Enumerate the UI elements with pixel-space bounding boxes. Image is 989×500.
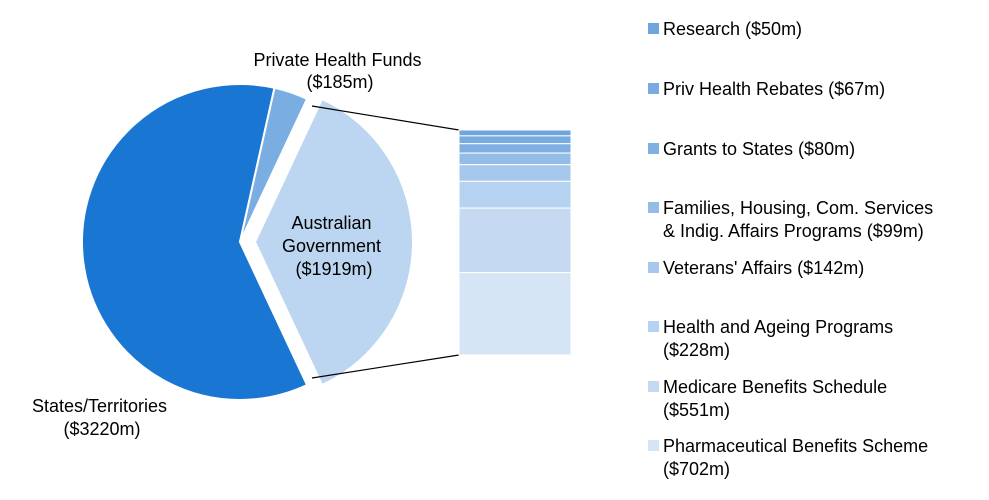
breakdown-segment-3 bbox=[458, 152, 572, 166]
legend-item: Grants to States ($80m) bbox=[648, 138, 855, 161]
slice-australian-government bbox=[253, 97, 414, 387]
legend-item: Families, Housing, Com. Services & Indig… bbox=[648, 197, 933, 243]
breakdown-segment-0 bbox=[458, 129, 572, 137]
legend-label: Priv Health Rebates ($67m) bbox=[663, 79, 886, 99]
legend-swatch bbox=[648, 321, 659, 332]
legend-item: Priv Health Rebates ($67m) bbox=[648, 78, 885, 101]
breakdown-segment-6 bbox=[458, 207, 572, 274]
legend-label: Medicare Benefits Schedule ($551m) bbox=[663, 377, 888, 420]
connector-lines bbox=[311, 105, 460, 379]
legend-label: Pharmaceutical Benefits Scheme ($702m) bbox=[663, 436, 929, 479]
breakdown-segment-7 bbox=[458, 272, 572, 356]
breakdown-stacked-bar bbox=[458, 129, 572, 356]
legend-swatch bbox=[648, 23, 659, 34]
legend-swatch bbox=[648, 262, 659, 273]
legend-label: Health and Ageing Programs ($228m) bbox=[663, 317, 894, 360]
legend: Research ($50m) Priv Health Rebates ($67m… bbox=[648, 0, 988, 500]
slice-states-territories bbox=[81, 83, 309, 401]
breakdown-segment-4 bbox=[458, 164, 572, 182]
legend-swatch bbox=[648, 83, 659, 94]
legend-swatch bbox=[648, 440, 659, 451]
legend-item: Pharmaceutical Benefits Scheme ($702m) bbox=[648, 435, 928, 481]
legend-swatch bbox=[648, 143, 659, 154]
pie bbox=[81, 83, 414, 401]
legend-item: Medicare Benefits Schedule ($551m) bbox=[648, 376, 887, 422]
label-states-territories: States/Territories ($3220m) bbox=[32, 396, 172, 439]
label-private-health-funds: Private Health Funds ($185m) bbox=[253, 50, 426, 92]
legend-item: Research ($50m) bbox=[648, 18, 802, 41]
legend-label: Research ($50m) bbox=[663, 19, 803, 39]
connector-bottom bbox=[311, 354, 460, 379]
legend-swatch bbox=[648, 202, 659, 213]
breakdown-segment-1 bbox=[458, 135, 572, 145]
legend-label: Families, Housing, Com. Services & Indig… bbox=[663, 198, 934, 241]
legend-item: Health and Ageing Programs ($228m) bbox=[648, 316, 893, 362]
breakdown-segment-5 bbox=[458, 180, 572, 209]
legend-swatch bbox=[648, 381, 659, 392]
legend-label: Grants to States ($80m) bbox=[663, 139, 856, 159]
legend-label: Veterans' Affairs ($142m) bbox=[663, 258, 865, 278]
connector-top bbox=[311, 105, 460, 131]
legend-item: Veterans' Affairs ($142m) bbox=[648, 257, 864, 280]
breakdown-segment-2 bbox=[458, 143, 572, 154]
slice-private-health-funds bbox=[239, 86, 309, 243]
label-australian-government: Australian Government ($1919m) bbox=[282, 213, 386, 279]
